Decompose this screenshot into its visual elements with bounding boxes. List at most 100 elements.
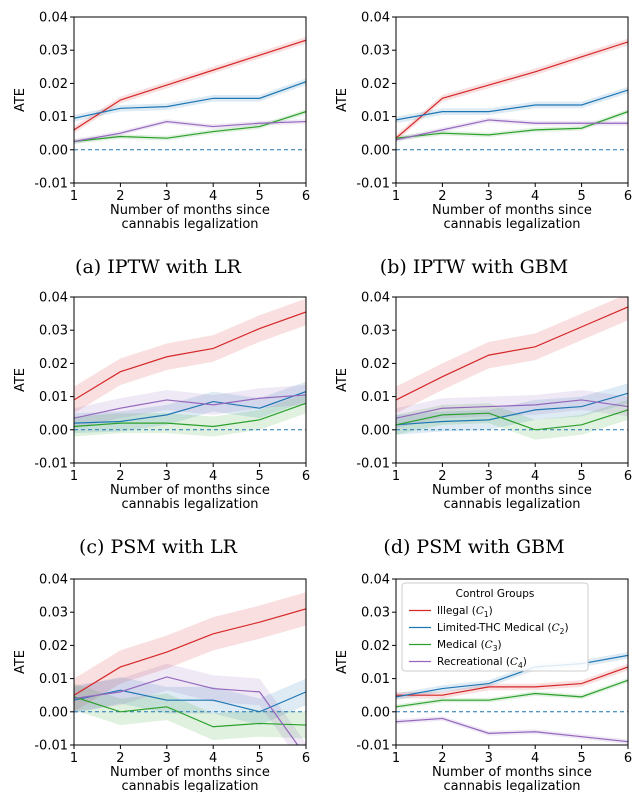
series-line-medical [74, 402, 306, 428]
plot-area [396, 297, 628, 440]
band-recreational [396, 716, 628, 745]
y-tick-label: 0.04 [361, 291, 390, 306]
band-medical [396, 677, 628, 710]
y-tick-label: 0.01 [361, 672, 390, 687]
band-limited [396, 86, 628, 124]
y-tick-label: 0.03 [39, 324, 68, 339]
x-tick-label: 1 [392, 751, 400, 766]
x-tick-label: 5 [577, 751, 585, 766]
x-tick-label: 3 [163, 469, 171, 484]
x-tick-label: 6 [624, 189, 632, 204]
chart-panel-3: -0.01 0.00 0.01 0.02 0.03 0.04 1 2 3 4 5 6 Number of… [13, 291, 310, 513]
series-line-recreational [74, 394, 306, 419]
x-tick-label: 6 [624, 469, 632, 484]
y-tick-label: 0.02 [39, 77, 68, 92]
y-tick-label: -0.01 [34, 457, 68, 472]
x-tick-label: 3 [485, 469, 493, 484]
x-axis-label: cannabis legalization [121, 497, 258, 512]
series-line-medical [396, 409, 628, 431]
y-tick-label: 0.01 [39, 672, 68, 687]
y-tick-label: 0.03 [361, 324, 390, 339]
band-illegal [74, 298, 306, 414]
y-tick-label: 0.04 [361, 573, 390, 588]
y-tick-label: -0.01 [356, 739, 390, 754]
series-line-limited [74, 689, 306, 713]
series-line-limited [396, 392, 628, 426]
band-limited [74, 78, 306, 122]
legend-entry-medical: Medical (C3) [437, 639, 502, 653]
series-line-illegal [74, 311, 306, 401]
x-axis-label: cannabis legalization [121, 779, 258, 792]
series-line-recreational [74, 676, 299, 745]
series-line-medical [396, 679, 628, 708]
y-tick-label: -0.01 [356, 457, 390, 472]
y-axis-label: ATE [13, 368, 28, 392]
y-tick-label: 0.02 [361, 357, 390, 372]
chart-panel-6: -0.01 0.00 0.01 0.02 0.03 0.04 1 2 3 4 5 6 Number of… [335, 573, 632, 792]
y-tick-label: 0.04 [39, 11, 68, 26]
series-line-recreational [396, 717, 628, 743]
y-tick-label: 0.04 [39, 291, 68, 306]
x-tick-label: 3 [163, 189, 171, 204]
axes-frame [73, 16, 307, 184]
y-tick-label: 0.03 [361, 606, 390, 621]
y-axis-label: ATE [335, 88, 350, 112]
x-axis-label: Number of months since [432, 203, 592, 218]
caption-d: (d) PSM with GBM [383, 536, 565, 558]
y-tick-label: 0.02 [361, 639, 390, 654]
band-recreational [74, 384, 306, 429]
plot-area [74, 36, 306, 151]
x-axis-label: Number of months since [110, 483, 270, 498]
series-line-recreational [74, 120, 306, 143]
x-axis-label: cannabis legalization [443, 217, 580, 232]
band-recreational [396, 389, 628, 429]
axes-frame [395, 296, 629, 464]
band-recreational [74, 663, 306, 745]
x-tick-label: 6 [302, 189, 310, 204]
series-line-illegal [74, 608, 306, 696]
band-medical [396, 399, 628, 440]
y-tick-label: 0.03 [361, 44, 390, 59]
band-limited [74, 676, 306, 726]
x-axis-label: Number of months since [110, 765, 270, 780]
x-tick-label: 5 [255, 751, 263, 766]
series-line-medical [74, 696, 306, 728]
series-line-limited [74, 81, 306, 119]
y-tick-label: 0.01 [361, 390, 390, 405]
x-tick-label: 6 [302, 751, 310, 766]
band-limited [396, 383, 628, 435]
series-line-illegal [74, 39, 306, 131]
y-tick-label: 0.03 [39, 44, 68, 59]
legend-box [401, 582, 589, 672]
y-tick-label: 0.00 [39, 423, 68, 438]
y-axis-label: ATE [13, 650, 28, 674]
x-tick-label: 4 [209, 751, 217, 766]
chart-panel-1: -0.01 0.00 0.01 0.02 0.03 0.04 1 2 3 4 5 6 Number of… [13, 11, 310, 233]
x-tick-label: 2 [438, 751, 446, 766]
axes-frame [73, 296, 307, 464]
band-medical [74, 393, 306, 437]
x-tick-label: 4 [531, 189, 539, 204]
x-axis-label: cannabis legalization [443, 779, 580, 792]
axes-frame [73, 578, 307, 746]
series-line-illegal [396, 41, 628, 139]
series-line-medical [74, 111, 306, 143]
x-tick-label: 1 [70, 189, 78, 204]
y-tick-label: 0.00 [361, 705, 390, 720]
series-line-illegal [396, 666, 628, 696]
legend: Control Groups Illegal (C1) Limited-THC Me… [401, 582, 589, 672]
x-tick-label: 2 [438, 189, 446, 204]
y-tick-label: -0.01 [34, 739, 68, 754]
y-axis-label: ATE [335, 368, 350, 392]
caption-b: (b) IPTW with GBM [379, 256, 569, 278]
band-illegal [74, 36, 306, 134]
legend-entry-illegal: Illegal (C1) [437, 605, 493, 619]
x-tick-label: 1 [392, 189, 400, 204]
band-medical [396, 109, 628, 141]
legend-entry-limited: Limited-THC Medical (C2) [437, 622, 569, 636]
x-tick-label: 6 [302, 469, 310, 484]
plot-area [74, 592, 306, 745]
y-tick-label: 0.00 [39, 143, 68, 158]
y-tick-label: 0.01 [361, 110, 390, 125]
series-line-limited [74, 391, 306, 424]
